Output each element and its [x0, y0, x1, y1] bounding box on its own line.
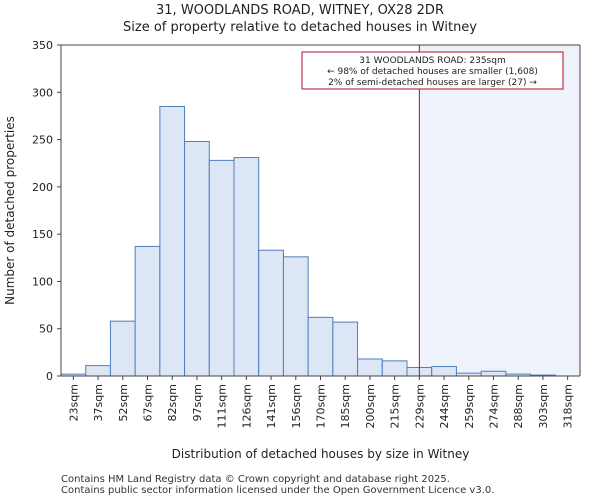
x-tick-label: 229sqm [413, 384, 426, 428]
y-axis-label: Number of detached properties [3, 116, 17, 305]
x-tick-label: 111sqm [216, 384, 229, 428]
x-tick-label: 259sqm [463, 384, 476, 428]
x-tick-label: 274sqm [488, 384, 501, 428]
x-tick-label: 126sqm [240, 384, 253, 428]
chart-subtitle: Size of property relative to detached ho… [123, 20, 477, 35]
x-tick-label: 200sqm [364, 384, 377, 428]
y-tick-label: 50 [39, 323, 53, 336]
y-tick-label: 350 [32, 39, 53, 52]
x-tick-label: 82sqm [166, 384, 179, 421]
x-tick-label: 23sqm [67, 384, 80, 421]
bar-244sqm [431, 366, 457, 377]
annotation-box: 31 WOODLANDS ROAD: 235sqm ← 98% of detac… [301, 51, 564, 90]
bar-52sqm [109, 320, 136, 377]
x-tick-label: 97sqm [191, 384, 204, 421]
y-tick-label: 250 [32, 134, 53, 147]
bar-170sqm [307, 316, 334, 377]
x-tick-label: 288sqm [512, 384, 525, 428]
x-tick-label: 156sqm [290, 384, 303, 428]
y-tick-label: 0 [46, 370, 53, 383]
bar-141sqm [258, 249, 284, 377]
x-tick-label: 52sqm [117, 384, 130, 421]
bar-37sqm [85, 365, 111, 377]
footer-copyright: Contains HM Land Registry data © Crown c… [61, 474, 450, 485]
x-tick-label: 37sqm [92, 384, 105, 421]
bar-126sqm [233, 157, 260, 377]
x-tick-label: 67sqm [142, 384, 155, 421]
annotation-line-1: 31 WOODLANDS ROAD: 235sqm [359, 56, 505, 66]
x-axis-label: Distribution of detached houses by size … [172, 447, 470, 461]
bar-156sqm [282, 256, 309, 377]
y-tick-label: 100 [32, 275, 53, 288]
x-tick-label: 303sqm [537, 384, 550, 428]
bar-215sqm [381, 360, 408, 377]
annotation-line-3: 2% of semi-detached houses are larger (2… [328, 78, 537, 88]
bar-97sqm [184, 140, 210, 377]
annotation-line-2: ← 98% of detached houses are smaller (1,… [327, 67, 538, 77]
y-tick-label: 150 [32, 228, 53, 241]
y-tick-label: 200 [32, 181, 53, 194]
y-tick-label: 300 [32, 86, 53, 99]
x-tick-label: 185sqm [339, 384, 352, 428]
bar-111sqm [208, 159, 235, 377]
bar-200sqm [357, 358, 383, 377]
x-tick-label: 141sqm [265, 384, 278, 428]
x-tick-label: 318sqm [562, 384, 575, 428]
bar-185sqm [332, 321, 359, 377]
bar-274sqm [480, 370, 507, 377]
footer-licence: Contains public sector information licen… [61, 485, 495, 496]
x-tick-label: 170sqm [315, 384, 328, 428]
highlight-region [419, 45, 580, 376]
bar-82sqm [159, 105, 186, 377]
x-tick-label: 244sqm [438, 384, 451, 428]
x-tick-label: 215sqm [389, 384, 402, 428]
bar-67sqm [134, 245, 161, 377]
chart-title: 31, WOODLANDS ROAD, WITNEY, OX28 2DR [156, 3, 444, 18]
